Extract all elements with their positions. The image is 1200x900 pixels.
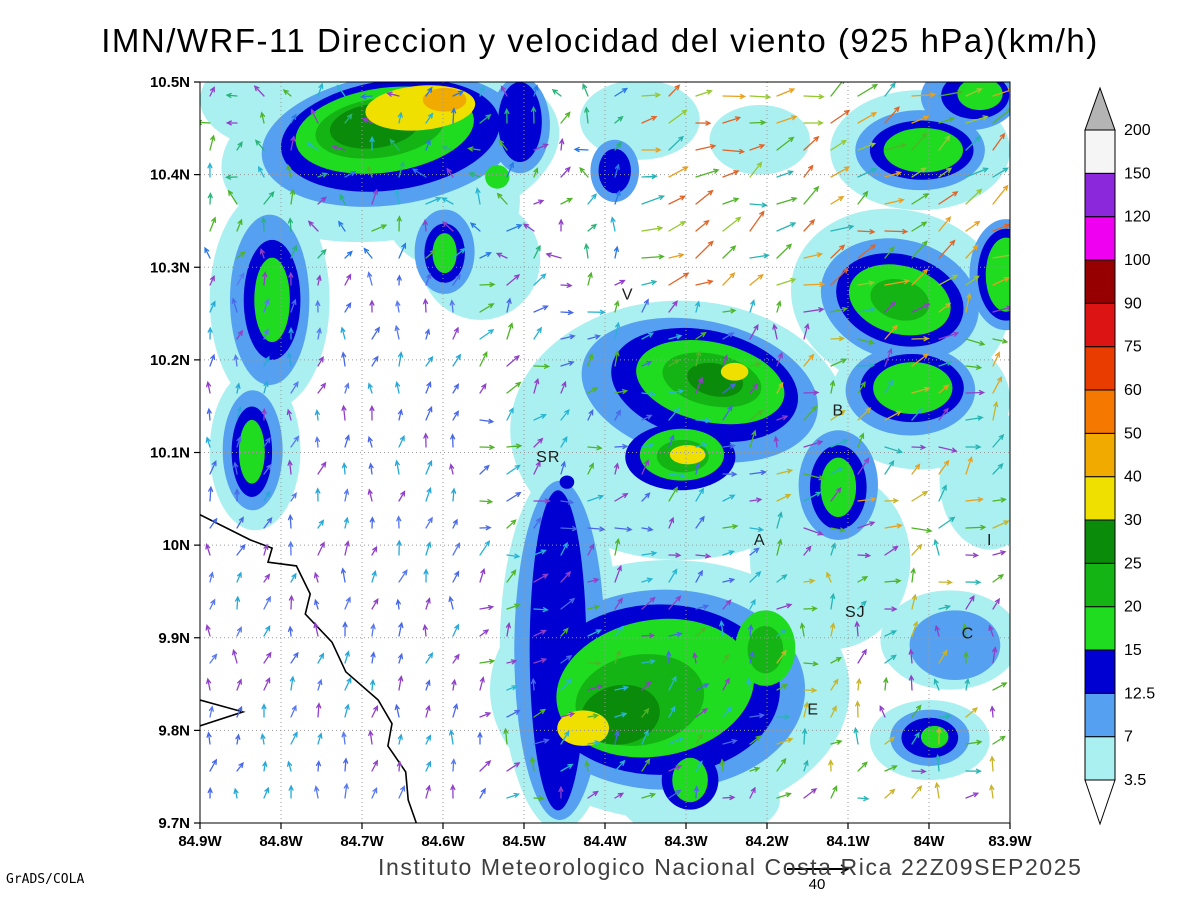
svg-text:30: 30 [1124, 512, 1142, 529]
svg-text:84.7W: 84.7W [340, 833, 384, 850]
svg-text:10.2N: 10.2N [150, 352, 190, 369]
svg-text:50: 50 [1124, 425, 1142, 442]
svg-text:SJ: SJ [845, 604, 866, 621]
svg-text:A: A [754, 532, 766, 549]
svg-text:20: 20 [1124, 599, 1142, 616]
svg-text:150: 150 [1124, 165, 1151, 182]
svg-text:7: 7 [1124, 729, 1133, 746]
svg-text:84.3W: 84.3W [664, 833, 708, 850]
svg-text:10.4N: 10.4N [150, 167, 190, 184]
svg-text:84.6W: 84.6W [421, 833, 465, 850]
svg-text:84.2W: 84.2W [745, 833, 789, 850]
svg-text:10.5N: 10.5N [150, 74, 190, 91]
svg-text:84.9W: 84.9W [178, 833, 222, 850]
svg-text:120: 120 [1124, 209, 1151, 226]
svg-text:25: 25 [1124, 555, 1142, 572]
svg-text:60: 60 [1124, 382, 1142, 399]
svg-text:100: 100 [1124, 252, 1151, 269]
svg-text:B: B [832, 402, 844, 419]
svg-text:3.5: 3.5 [1124, 772, 1146, 789]
svg-text:9.8N: 9.8N [158, 722, 190, 739]
svg-text:E: E [807, 702, 819, 719]
svg-text:84.1W: 84.1W [826, 833, 870, 850]
svg-text:9.9N: 9.9N [158, 630, 190, 647]
institute-footer-text: Instituto Meteorologico Nacional Costa R… [378, 854, 1083, 880]
svg-text:10.1N: 10.1N [150, 445, 190, 462]
svg-text:15: 15 [1124, 642, 1142, 659]
svg-text:84.8W: 84.8W [259, 833, 303, 850]
svg-text:200: 200 [1124, 122, 1151, 139]
grads-credit-label: GrADS/COLA [6, 872, 85, 887]
svg-text:84.4W: 84.4W [583, 833, 627, 850]
svg-text:84W: 84W [914, 833, 946, 850]
svg-text:10N: 10N [162, 537, 190, 554]
svg-text:I: I [987, 532, 992, 549]
svg-text:C: C [962, 625, 975, 642]
svg-text:40: 40 [809, 876, 826, 893]
svg-text:40: 40 [1124, 469, 1142, 486]
svg-text:9.7N: 9.7N [158, 815, 190, 832]
svg-text:90: 90 [1124, 295, 1142, 312]
svg-text:75: 75 [1124, 339, 1142, 356]
chart-title: IMN/WRF-11 Direccion y velocidad del vie… [101, 22, 1099, 59]
svg-text:12.5: 12.5 [1124, 685, 1155, 702]
svg-text:SR: SR [536, 449, 560, 466]
svg-text:10.3N: 10.3N [150, 259, 190, 276]
svg-text:83.9W: 83.9W [988, 833, 1032, 850]
svg-text:84.5W: 84.5W [502, 833, 546, 850]
svg-text:V: V [622, 287, 634, 304]
